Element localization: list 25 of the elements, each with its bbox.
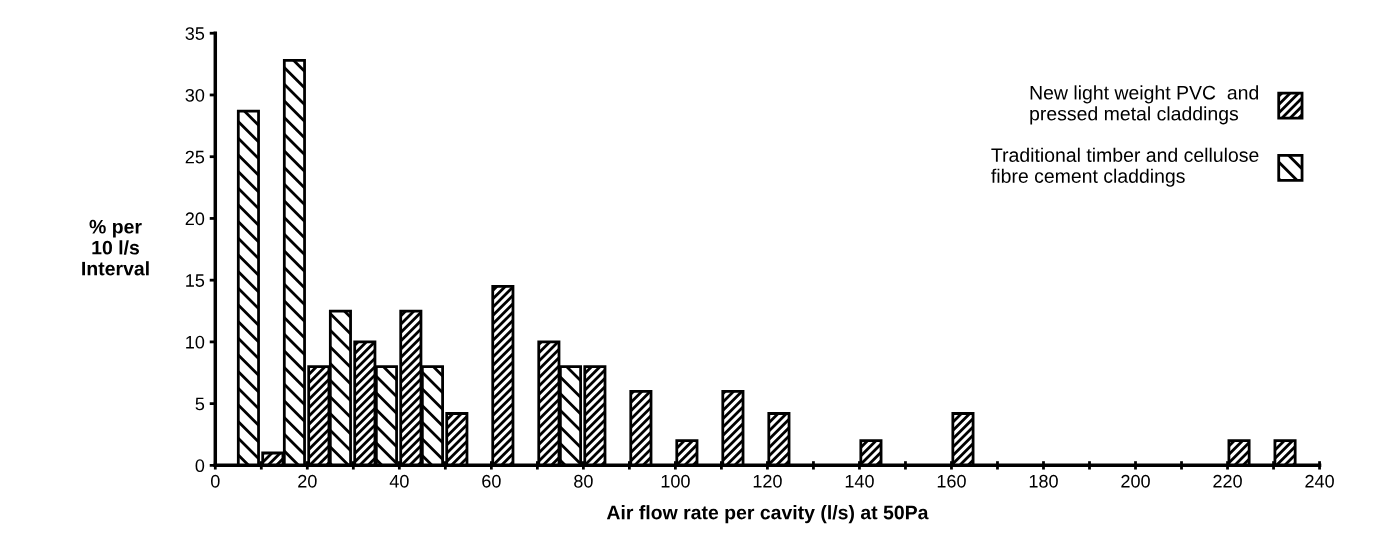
y-tick-label: 5 (195, 397, 205, 411)
x-tick-label: 160 (937, 474, 966, 488)
x-tick-label: 140 (845, 474, 874, 488)
x-tick-label: 180 (1029, 474, 1058, 488)
y-axis-title: % per 10 l/s Interval (82, 219, 149, 276)
x-tick-label: 120 (753, 474, 782, 488)
y-tick-label: 30 (185, 88, 205, 102)
x-tick-label: 60 (482, 474, 501, 488)
x-tick-label: 80 (574, 474, 593, 488)
y-tick-label: 35 (185, 27, 205, 40)
x-tick-label: 0 (210, 474, 220, 488)
x-tick-label: 220 (1213, 474, 1242, 488)
y-tick-label: 0 (195, 459, 205, 473)
y-tick-label: 10 (186, 335, 205, 349)
x-tick-label: 240 (1305, 474, 1334, 488)
y-tick-label: 20 (185, 212, 205, 226)
legend-label: Traditional timber and cellulose fibre cement claddings (991, 147, 1259, 187)
x-tick-label: 100 (661, 474, 690, 488)
x-axis-title: Air flow rate per cavity (l/s) at 50Pa (606, 505, 929, 524)
x-tick-label: 40 (389, 474, 409, 488)
y-tick-label: 25 (185, 150, 205, 164)
legend-label: New light weight PVC and pressed metal claddings (1030, 85, 1259, 125)
x-tick-label: 200 (1121, 474, 1150, 488)
y-tick-label: 15 (186, 274, 205, 287)
x-tick-label: 20 (298, 474, 317, 488)
